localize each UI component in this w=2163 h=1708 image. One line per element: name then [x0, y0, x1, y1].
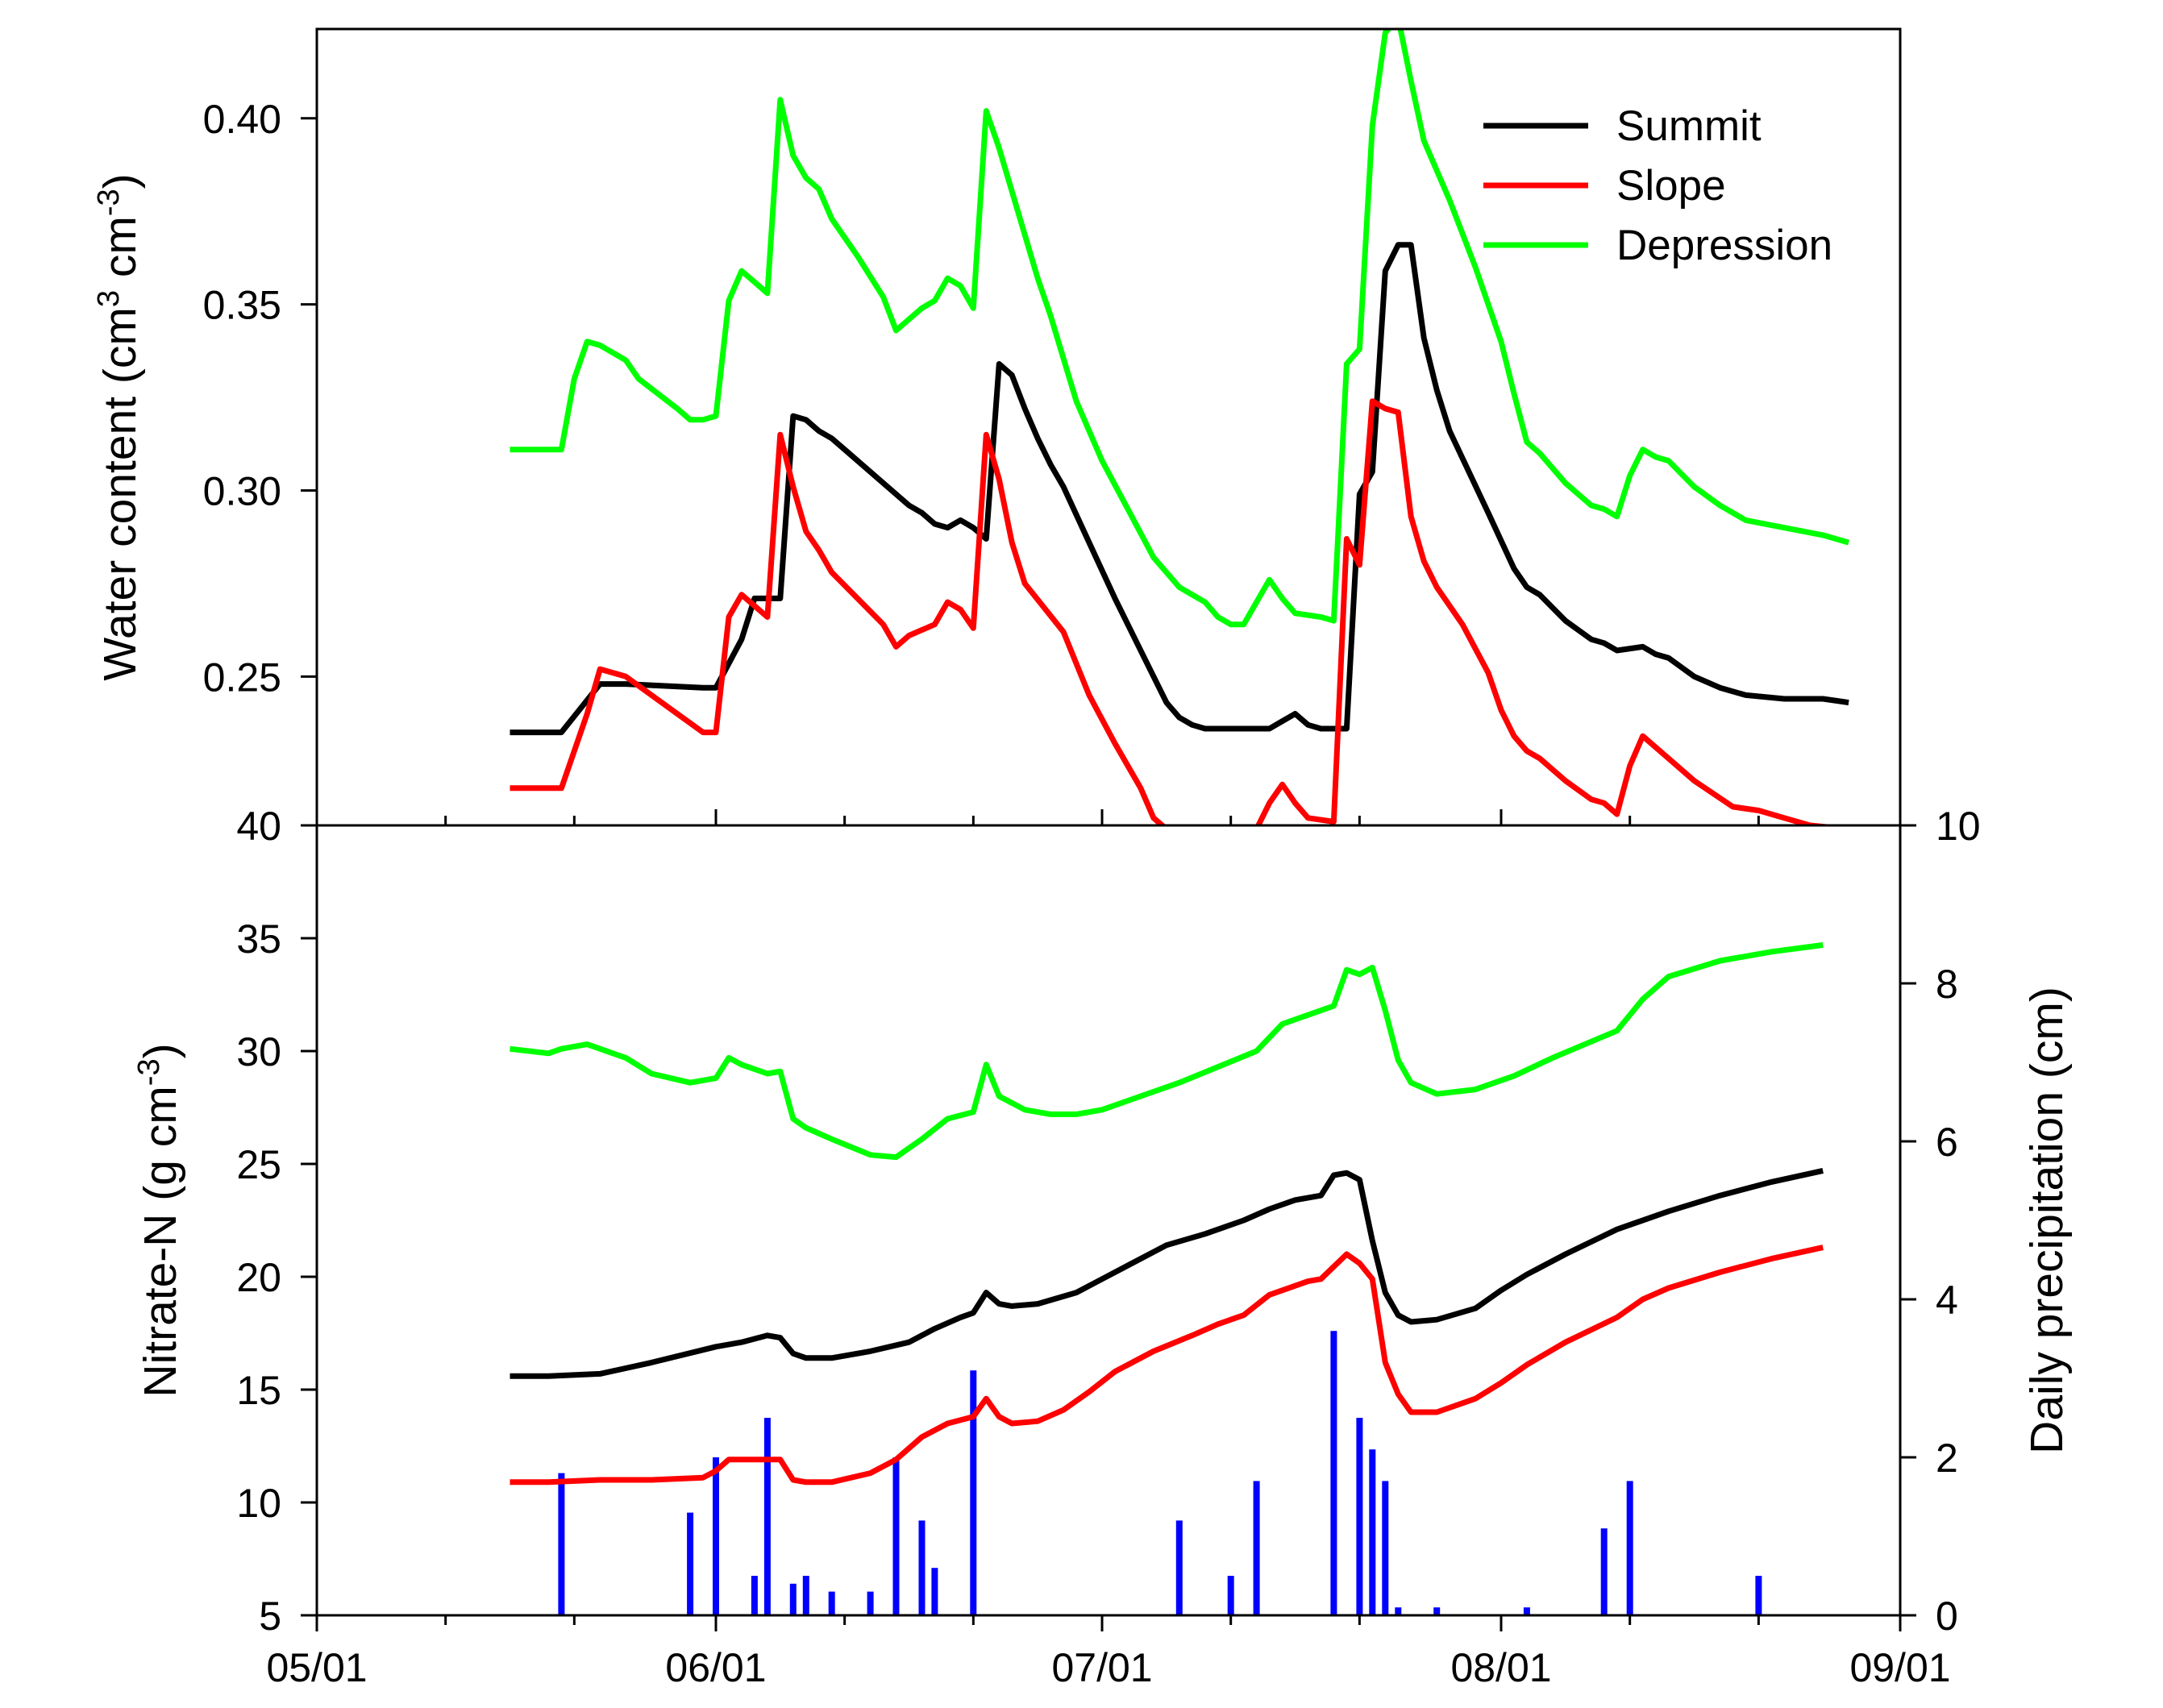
precipitation-bar [867, 1591, 874, 1615]
precipitation-bar [802, 1576, 809, 1615]
axis-title-text: ) [94, 173, 146, 189]
axis-title-superscript: -3 [132, 1058, 166, 1086]
precipitation-y-axis-title: Daily precipitation (cm) [2021, 987, 2073, 1454]
precipitation-bar [713, 1457, 719, 1615]
legend: Summit Slope Depression [1483, 102, 1832, 269]
precipitation-bar [892, 1457, 900, 1615]
nitrate-summit-line [510, 1167, 1824, 1379]
precipitation-bar [1330, 1331, 1337, 1615]
precipitation-y-tick-label: 10 [1936, 804, 1981, 849]
precipitation-bar [763, 1418, 771, 1615]
water-content-panel: 0.25 0.30 0.35 0.40 Water content (cm3 cm-3… [92, 27, 1902, 827]
precipitation-bar [1523, 1607, 1530, 1615]
axis-title-text: Nitrate-N (g cm [135, 1086, 186, 1397]
water-content-depression-line [510, 29, 1850, 628]
nitrate-y-tick-label: 30 [236, 1029, 281, 1074]
water-content-y-tick-label: 0.35 [203, 283, 281, 328]
nitrate-y-tick-label: 5 [259, 1594, 281, 1639]
precipitation-bar [789, 1583, 797, 1615]
precipitation-y-tick-label: 8 [1936, 962, 1958, 1007]
legend-label-summit: Summit [1616, 102, 1762, 150]
nitrate-lines [510, 941, 1824, 1486]
water-content-slope-line [510, 398, 1840, 825]
precipitation-bar [687, 1512, 694, 1615]
date-tick-label: 08/01 [1450, 1645, 1551, 1690]
precipitation-y-tick-label: 2 [1936, 1436, 1958, 1481]
water-content-y-tick-label: 0.25 [203, 655, 281, 700]
nitrate-y-tick-label: 35 [236, 916, 281, 962]
precipitation-bar [970, 1370, 977, 1615]
precipitation-bar [1395, 1607, 1402, 1615]
precipitation-bar [1356, 1418, 1363, 1615]
nitrate-plot-frame [315, 824, 1902, 1617]
precipitation-y-axis: 0 2 4 6 8 10 [1900, 804, 1981, 1639]
water-content-y-axis: 0.25 0.30 0.35 0.40 [203, 97, 317, 700]
precipitation-y-tick-label: 4 [1936, 1278, 1958, 1323]
precipitation-bar [828, 1591, 835, 1615]
precipitation-bar [1600, 1528, 1608, 1615]
water-content-x-ticks [315, 809, 1902, 825]
water-content-lines [510, 29, 1850, 825]
nitrate-y-axis: 5 10 15 20 25 30 35 40 [236, 804, 317, 1639]
axis-title-superscript: -3 [92, 189, 126, 216]
legend-label-slope: Slope [1616, 162, 1726, 210]
date-tick-label: 05/01 [266, 1645, 367, 1690]
axis-title-superscript: 3 [92, 290, 126, 307]
axis-title-text: cm [94, 216, 146, 290]
nitrate-y-axis-title: Nitrate-N (g cm-3) [132, 1043, 186, 1397]
date-tick-label: 07/01 [1051, 1645, 1152, 1690]
precipitation-bars [558, 1331, 1762, 1615]
nitrate-y-tick-label: 15 [236, 1368, 281, 1413]
precipitation-bar [918, 1520, 926, 1615]
water-content-y-tick-label: 0.40 [203, 97, 281, 142]
nitrate-depression-line [510, 941, 1824, 1161]
precipitation-y-tick-label: 0 [1936, 1594, 1958, 1639]
water-content-y-tick-label: 0.30 [203, 468, 281, 513]
water-content-summit-line [510, 242, 1849, 736]
precipitation-bar [1253, 1481, 1260, 1615]
nitrate-slope-line [510, 1245, 1824, 1486]
date-x-axis: 05/01 06/01 07/01 08/01 09/01 [266, 1615, 1951, 1690]
precipitation-bar [1382, 1481, 1389, 1615]
precipitation-bar [1175, 1520, 1183, 1615]
axis-title-text: ) [135, 1043, 186, 1058]
date-tick-label: 06/01 [665, 1645, 766, 1690]
precipitation-bar [1755, 1576, 1762, 1615]
precipitation-bar [751, 1576, 758, 1615]
nitrate-y-tick-label: 40 [236, 804, 281, 849]
legend-label-depression: Depression [1616, 222, 1832, 269]
precipitation-bar [931, 1568, 938, 1615]
nitrate-y-tick-label: 10 [236, 1481, 281, 1526]
nitrate-y-tick-label: 25 [236, 1142, 281, 1187]
precipitation-bar [1369, 1449, 1376, 1615]
water-content-y-axis-title: Water content (cm3 cm-3) [92, 173, 146, 680]
precipitation-bar [1227, 1576, 1234, 1615]
axis-title-text: Water content (cm [94, 307, 146, 681]
date-tick-label: 09/01 [1849, 1645, 1950, 1690]
precipitation-bar [558, 1473, 565, 1615]
precipitation-bar [1433, 1607, 1441, 1615]
precipitation-bar [1626, 1481, 1633, 1615]
nitrate-y-tick-label: 20 [236, 1255, 281, 1300]
precipitation-y-tick-label: 6 [1936, 1120, 1958, 1165]
